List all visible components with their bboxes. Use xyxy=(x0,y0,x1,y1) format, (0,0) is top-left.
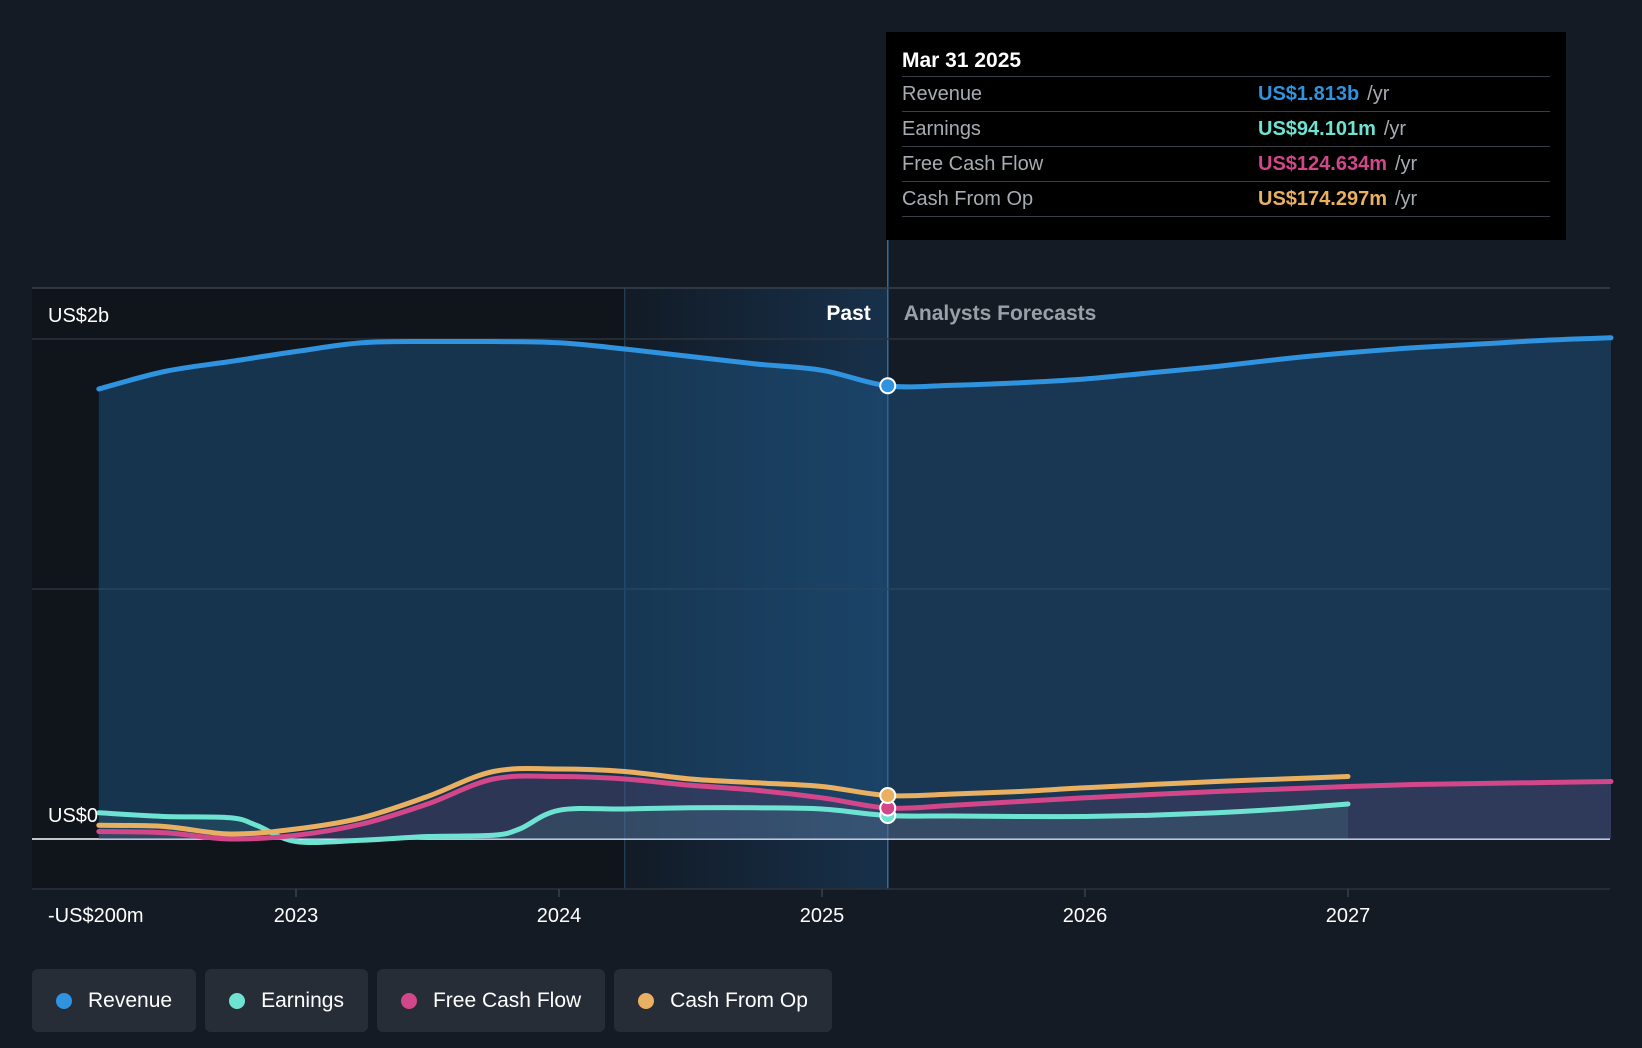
tooltip-label: Earnings xyxy=(902,118,981,140)
legend-item-earnings[interactable]: Earnings xyxy=(205,969,368,1032)
tooltip-unit: /yr xyxy=(1367,83,1390,105)
revenue-line xyxy=(96,335,1614,392)
x-tick-label: 2024 xyxy=(537,905,582,927)
legend-label: Free Cash Flow xyxy=(432,988,582,1012)
tooltip-label: Cash From Op xyxy=(902,188,1034,210)
tooltip-unit: /yr xyxy=(1383,118,1407,140)
legend-item-revenue[interactable]: Revenue xyxy=(32,969,197,1032)
legend-label: Revenue xyxy=(88,988,173,1012)
tooltip-label: Free Cash Flow xyxy=(902,153,1044,175)
tooltip-value: US$1.813b xyxy=(1258,83,1360,105)
dot-icon xyxy=(400,992,417,1009)
tooltip-date: Mar 31 2025 xyxy=(902,49,1022,72)
forecast-label: Analysts Forecasts xyxy=(904,302,1097,325)
tooltip-row-cash-from-op: Cash From Op US$174.297m /yr xyxy=(902,181,1550,217)
tooltip-label: Revenue xyxy=(902,83,983,105)
hover-tooltip: Mar 31 2025 Revenue US$1.813b /yr Earnin… xyxy=(886,32,1566,240)
legend-label: Cash From Op xyxy=(670,988,808,1012)
revenue-marker xyxy=(879,377,897,395)
earnings-area xyxy=(98,804,1348,843)
legend: Revenue Earnings Free Cash Flow Cash Fro… xyxy=(32,969,841,1032)
x-tick-label: 2023 xyxy=(274,905,319,927)
y-tick-label: -US$200m xyxy=(48,905,144,927)
dot-icon xyxy=(229,992,246,1009)
dot-icon xyxy=(56,992,72,1009)
cash-from-op-marker xyxy=(879,787,897,804)
tooltip-unit: /yr xyxy=(1394,188,1418,210)
tooltip-row-revenue: Revenue US$1.813b /yr xyxy=(902,76,1550,111)
tooltip-row-earnings: Earnings US$94.101m /yr xyxy=(902,111,1550,146)
dot-icon xyxy=(638,992,655,1009)
cash-from-op-line xyxy=(96,766,1351,837)
y-tick-label: US$0 xyxy=(48,805,98,827)
axis-labels: US$2b US$0 -US$200m 2023 2024 2025 2026 2027 Pas… xyxy=(48,302,1370,927)
past-label: Past xyxy=(826,302,870,325)
tooltip-value: US$174.297m xyxy=(1258,188,1387,210)
revenue-area xyxy=(98,337,1611,839)
x-tick-label: 2027 xyxy=(1326,905,1371,927)
tooltip-row-free-cash-flow: Free Cash Flow US$124.634m /yr xyxy=(902,146,1550,181)
free-cash-flow-line xyxy=(96,773,1614,842)
legend-item-cash-from-op[interactable]: Cash From Op xyxy=(614,969,832,1032)
series-areas xyxy=(98,337,1611,843)
series-lines xyxy=(96,335,1614,845)
legend-item-free-cash-flow[interactable]: Free Cash Flow xyxy=(376,969,606,1032)
y-tick-label: US$2b xyxy=(48,305,109,327)
legend-label: Earnings xyxy=(261,988,344,1012)
tooltip-value: US$94.101m xyxy=(1258,118,1376,140)
hover-markers xyxy=(879,377,897,824)
tooltip-unit: /yr xyxy=(1394,153,1418,175)
x-tick-label: 2025 xyxy=(800,905,845,927)
tooltip-value: US$124.634m xyxy=(1258,153,1387,175)
x-tick-label: 2026 xyxy=(1063,905,1108,927)
